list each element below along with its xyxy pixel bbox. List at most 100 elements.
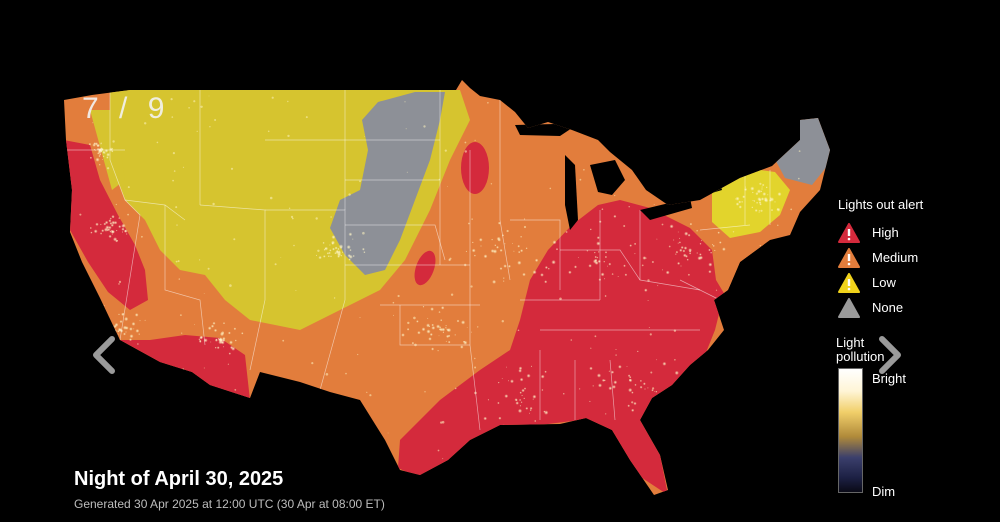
city-light: [608, 370, 611, 372]
city-light: [176, 224, 178, 226]
light-pollution-dim-label: Dim: [872, 484, 896, 499]
city-light: [679, 248, 683, 252]
region-medium-coast: [712, 240, 770, 295]
city-light: [129, 334, 134, 339]
previous-slide-button[interactable]: [84, 330, 124, 380]
city-light: [738, 205, 742, 209]
city-light: [345, 372, 347, 375]
city-light: [623, 264, 626, 268]
city-light: [759, 182, 762, 185]
city-light: [551, 260, 556, 265]
city-light: [109, 230, 112, 233]
city-light: [172, 152, 175, 155]
city-light: [647, 387, 649, 389]
city-light: [267, 130, 270, 133]
city-light: [445, 326, 447, 329]
city-light: [596, 241, 601, 246]
city-light: [501, 424, 506, 429]
city-light: [437, 350, 439, 352]
city-light: [207, 326, 212, 331]
city-light: [341, 251, 344, 253]
city-light: [177, 260, 180, 263]
city-light: [440, 421, 443, 424]
city-light: [172, 179, 175, 182]
city-light: [348, 254, 353, 259]
city-light: [334, 246, 338, 250]
city-light: [618, 365, 622, 369]
city-light: [349, 249, 352, 252]
city-light: [752, 199, 754, 202]
city-light: [704, 429, 707, 432]
city-light: [608, 262, 612, 266]
city-light: [214, 338, 218, 342]
city-light: [651, 398, 654, 401]
city-light: [624, 273, 628, 277]
city-light: [540, 374, 545, 379]
city-light: [110, 230, 115, 234]
alert-legend-item-low: Low: [838, 270, 988, 295]
state-borders: [64, 90, 771, 431]
city-light: [192, 458, 195, 461]
city-light: [515, 399, 518, 402]
city-light: [611, 273, 614, 275]
city-light: [768, 198, 772, 202]
city-light: [101, 158, 103, 160]
city-light: [423, 125, 426, 128]
city-light: [134, 313, 139, 317]
city-light: [480, 245, 482, 247]
city-light: [590, 347, 592, 349]
city-light: [118, 283, 120, 285]
city-light: [511, 94, 513, 96]
city-light: [287, 134, 290, 138]
city-light: [490, 183, 493, 185]
city-light: [654, 390, 656, 392]
city-light: [555, 248, 559, 251]
city-light: [126, 442, 128, 445]
city-light: [291, 217, 294, 220]
city-light: [117, 330, 120, 333]
city-light: [519, 377, 524, 382]
city-light: [393, 464, 396, 468]
city-light: [615, 354, 617, 356]
city-light: [141, 235, 143, 238]
city-light: [589, 400, 591, 403]
city-light: [115, 203, 117, 206]
city-light: [640, 155, 644, 158]
city-light: [446, 334, 450, 338]
city-light: [103, 222, 107, 226]
alert-legend-label: Low: [872, 275, 896, 290]
city-light: [122, 325, 128, 330]
city-light: [199, 340, 202, 343]
city-light: [131, 322, 136, 326]
city-light: [517, 408, 523, 413]
city-light: [144, 122, 147, 125]
city-light: [108, 234, 112, 238]
city-light: [594, 335, 597, 338]
city-light: [770, 208, 774, 212]
city-light: [631, 391, 634, 394]
region-none-plains: [330, 92, 445, 275]
city-light: [442, 331, 445, 334]
city-light: [578, 388, 581, 390]
city-light: [124, 229, 128, 233]
next-slide-button[interactable]: [870, 330, 910, 380]
city-light: [446, 328, 448, 331]
city-light: [741, 200, 744, 203]
city-light: [628, 206, 630, 208]
city-light: [315, 217, 318, 220]
city-light: [168, 423, 171, 427]
city-light: [216, 346, 220, 350]
city-light: [424, 391, 426, 393]
city-light: [688, 248, 692, 253]
city-light: [629, 103, 631, 106]
city-light: [129, 338, 132, 342]
city-light: [696, 252, 698, 254]
city-light: [532, 398, 534, 400]
city-light: [438, 311, 441, 313]
city-light: [523, 218, 526, 220]
alert-legend-item-none: None: [838, 295, 988, 320]
city-light: [577, 256, 579, 258]
city-light: [766, 407, 768, 409]
city-light: [274, 263, 277, 266]
